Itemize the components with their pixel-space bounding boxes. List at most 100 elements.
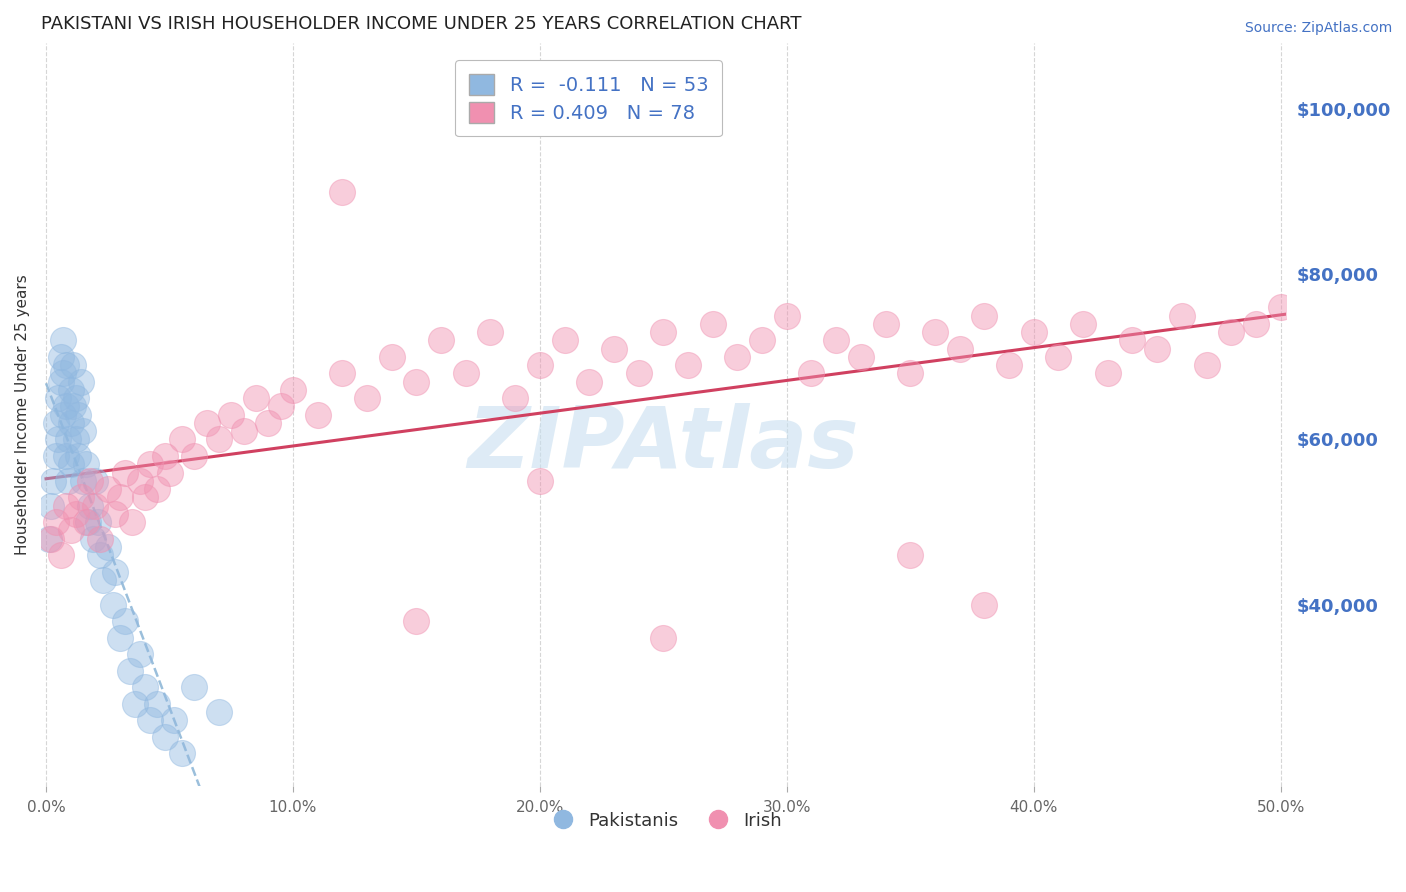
Point	[49, 548, 72, 562]
Point	[72, 474, 94, 488]
Point	[139, 714, 162, 728]
Point	[52, 408, 75, 422]
Point	[307, 408, 329, 422]
Point	[676, 358, 699, 372]
Point	[104, 565, 127, 579]
Point	[65, 391, 87, 405]
Point	[48, 391, 70, 405]
Point	[59, 416, 82, 430]
Point	[170, 747, 193, 761]
Point	[67, 408, 90, 422]
Point	[114, 466, 136, 480]
Point	[529, 474, 551, 488]
Point	[72, 424, 94, 438]
Point	[39, 532, 62, 546]
Point	[208, 433, 231, 447]
Point	[973, 598, 995, 612]
Point	[128, 648, 150, 662]
Point	[58, 474, 80, 488]
Point	[38, 532, 60, 546]
Point	[58, 433, 80, 447]
Point	[875, 317, 897, 331]
Point	[45, 416, 67, 430]
Point	[1071, 317, 1094, 331]
Point	[825, 334, 848, 348]
Point	[529, 358, 551, 372]
Point	[454, 367, 477, 381]
Y-axis label: Householder Income Under 25 years: Householder Income Under 25 years	[15, 275, 30, 555]
Point	[55, 449, 77, 463]
Point	[270, 400, 292, 414]
Point	[949, 342, 972, 356]
Point	[330, 185, 353, 199]
Point	[121, 515, 143, 529]
Point	[89, 532, 111, 546]
Point	[108, 491, 131, 505]
Point	[356, 391, 378, 405]
Point	[55, 400, 77, 414]
Point	[104, 507, 127, 521]
Point	[776, 309, 799, 323]
Point	[330, 367, 353, 381]
Point	[55, 499, 77, 513]
Point	[405, 614, 427, 628]
Point	[134, 491, 156, 505]
Point	[652, 631, 675, 645]
Point	[1171, 309, 1194, 323]
Point	[79, 474, 101, 488]
Point	[1097, 367, 1119, 381]
Point	[75, 457, 97, 471]
Text: ZIPAtlas: ZIPAtlas	[468, 403, 859, 486]
Point	[405, 375, 427, 389]
Point	[170, 433, 193, 447]
Point	[55, 358, 77, 372]
Point	[159, 466, 181, 480]
Point	[39, 499, 62, 513]
Point	[84, 499, 107, 513]
Point	[65, 507, 87, 521]
Point	[87, 515, 110, 529]
Point	[49, 375, 72, 389]
Point	[69, 375, 91, 389]
Point	[59, 524, 82, 538]
Point	[183, 681, 205, 695]
Point	[898, 367, 921, 381]
Point	[82, 532, 104, 546]
Point	[1022, 325, 1045, 339]
Point	[118, 664, 141, 678]
Point	[153, 730, 176, 744]
Point	[554, 334, 576, 348]
Point	[59, 457, 82, 471]
Legend: Pakistanis, Irish: Pakistanis, Irish	[537, 805, 789, 837]
Point	[195, 416, 218, 430]
Point	[52, 334, 75, 348]
Point	[924, 325, 946, 339]
Point	[67, 449, 90, 463]
Point	[101, 598, 124, 612]
Point	[1270, 300, 1292, 314]
Point	[62, 400, 84, 414]
Point	[65, 433, 87, 447]
Point	[219, 408, 242, 422]
Point	[134, 681, 156, 695]
Point	[702, 317, 724, 331]
Point	[898, 548, 921, 562]
Point	[69, 491, 91, 505]
Point	[751, 334, 773, 348]
Point	[124, 697, 146, 711]
Point	[1121, 334, 1143, 348]
Point	[48, 433, 70, 447]
Point	[97, 482, 120, 496]
Point	[114, 614, 136, 628]
Point	[1195, 358, 1218, 372]
Point	[503, 391, 526, 405]
Point	[153, 449, 176, 463]
Point	[139, 457, 162, 471]
Text: PAKISTANI VS IRISH HOUSEHOLDER INCOME UNDER 25 YEARS CORRELATION CHART: PAKISTANI VS IRISH HOUSEHOLDER INCOME UN…	[41, 15, 801, 33]
Point	[800, 367, 823, 381]
Point	[79, 499, 101, 513]
Text: Source: ZipAtlas.com: Source: ZipAtlas.com	[1244, 21, 1392, 35]
Point	[281, 383, 304, 397]
Point	[62, 358, 84, 372]
Point	[1146, 342, 1168, 356]
